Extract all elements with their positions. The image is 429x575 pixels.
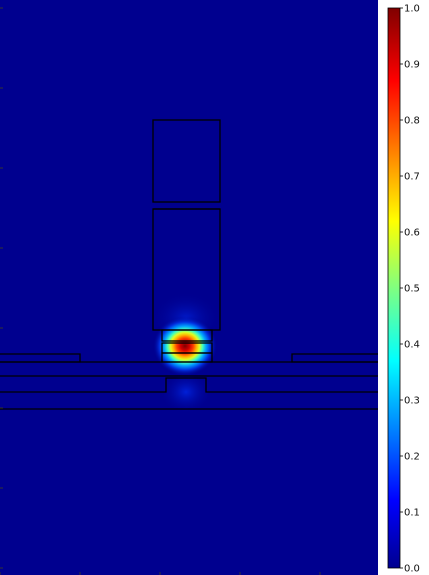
colorbar-ticks: 0.0 0.1 0.2 0.3 0.4 0.5 0.6 0.7 0.8 0.9 1.0 bbox=[400, 4, 420, 575]
colorbar-gradient bbox=[388, 8, 400, 568]
colorbar-tick-label: 0.8 bbox=[404, 116, 420, 127]
colorbar-tick-label: 0.2 bbox=[404, 452, 420, 463]
colorbar-tick-label: 0.7 bbox=[404, 172, 420, 183]
colorbar-tick-label: 0.1 bbox=[404, 508, 420, 519]
colorbar-tick-label: 0.6 bbox=[404, 228, 420, 239]
colorbar-tick-label: 0.9 bbox=[404, 60, 420, 71]
colorbar-tick-label: 0.3 bbox=[404, 396, 420, 407]
colorbar-tick-label: 0.5 bbox=[404, 284, 420, 295]
colorbar-tick-label: 0.4 bbox=[404, 340, 420, 351]
colorbar-tick-label: 0.0 bbox=[404, 564, 420, 575]
colorbar-tick-label: 1.0 bbox=[404, 4, 420, 15]
